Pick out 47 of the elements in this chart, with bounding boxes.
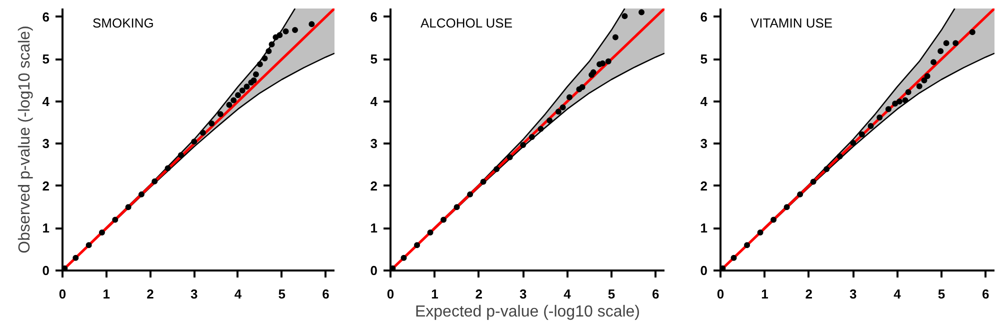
x-tick-label: 3 xyxy=(519,286,527,302)
y-tick-label: 2 xyxy=(700,178,708,194)
x-tick-label: 0 xyxy=(386,286,394,302)
y-tick-label: 3 xyxy=(700,136,708,152)
y-tick-label: 0 xyxy=(700,263,708,278)
y-tick-label: 1 xyxy=(370,220,378,236)
x-tick-label: 4 xyxy=(234,286,242,302)
y-tick-label: 6 xyxy=(700,9,708,24)
x-tick-label: 3 xyxy=(190,286,198,302)
y-tick-label: 1 xyxy=(700,220,708,236)
y-tick-label: 5 xyxy=(370,52,378,67)
y-tick-label: 3 xyxy=(370,136,378,152)
x-tick-label: 0 xyxy=(58,286,66,302)
y-tick-label: 3 xyxy=(42,136,50,152)
y-tick-label: 2 xyxy=(42,178,50,194)
y-tick-label: 6 xyxy=(370,9,378,24)
text: SMOKING xyxy=(92,16,154,30)
x-tick-label: 5 xyxy=(938,286,946,302)
x-tick-label: 3 xyxy=(849,286,857,302)
x-tick-label: 0 xyxy=(716,286,724,302)
x-tick-label: 2 xyxy=(475,286,483,302)
text: VITAMIN USE xyxy=(750,16,833,30)
y-tick-label: 4 xyxy=(42,94,50,109)
y-tick-label: 4 xyxy=(700,94,708,109)
x-tick-label: 6 xyxy=(322,286,330,302)
y-tick-label: 5 xyxy=(42,52,50,67)
x-tick-label: 5 xyxy=(278,286,286,302)
x-axis-title: Expected p-value (-log10 scale) xyxy=(414,304,640,320)
x-tick-label: 4 xyxy=(564,286,572,302)
y-tick-label: 6 xyxy=(42,9,50,24)
y-tick-label: 0 xyxy=(370,263,378,278)
y-tick-label: 1 xyxy=(42,220,50,236)
x-tick-label: 6 xyxy=(652,286,660,302)
y-tick-label: 2 xyxy=(370,178,378,194)
text: ALCOHOL USE xyxy=(420,16,513,30)
y-tick-label: 0 xyxy=(42,263,50,278)
y-axis-title: Observed p-value (-log10 scale) xyxy=(16,26,34,254)
x-tick-label: 4 xyxy=(894,286,902,302)
x-tick-label: 2 xyxy=(805,286,813,302)
x-tick-label: 1 xyxy=(431,286,438,302)
x-tick-label: 5 xyxy=(608,286,616,302)
x-tick-label: 1 xyxy=(102,286,110,302)
x-tick-label: 1 xyxy=(761,286,768,302)
y-tick-label: 5 xyxy=(700,52,708,67)
x-tick-label: 2 xyxy=(146,286,154,302)
y-tick-label: 4 xyxy=(370,94,378,109)
x-tick-label: 6 xyxy=(982,286,990,302)
